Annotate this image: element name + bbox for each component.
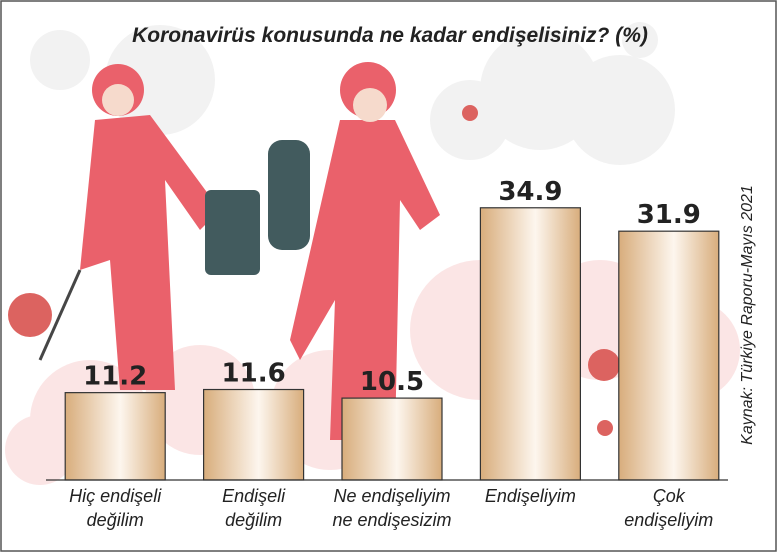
bar: [479, 207, 581, 481]
x-tick-label: Endişeli değilim: [222, 486, 286, 530]
value-label: 11.2: [83, 362, 147, 392]
source-note: Kaynak: Türkiye Raporu-Mayıs 2021: [739, 185, 756, 445]
x-tick-label: Ne endişeliyim ne endişesizim: [332, 486, 452, 530]
x-tick-label: Hiç endişeli değilim: [69, 486, 162, 530]
value-label: 31.9: [637, 200, 701, 230]
bar: [203, 388, 305, 481]
x-tick-label: Çok endişeliyim: [624, 486, 714, 530]
bar: [618, 230, 720, 481]
bar: [64, 392, 166, 481]
value-label: 10.5: [360, 367, 424, 397]
value-label: 34.9: [498, 177, 562, 207]
value-label: 11.6: [222, 359, 286, 389]
chart-title: Koronavirüs konusunda ne kadar endişelis…: [132, 24, 648, 47]
bar: [341, 397, 443, 481]
x-tick-label: Endişeliyim: [484, 486, 576, 506]
